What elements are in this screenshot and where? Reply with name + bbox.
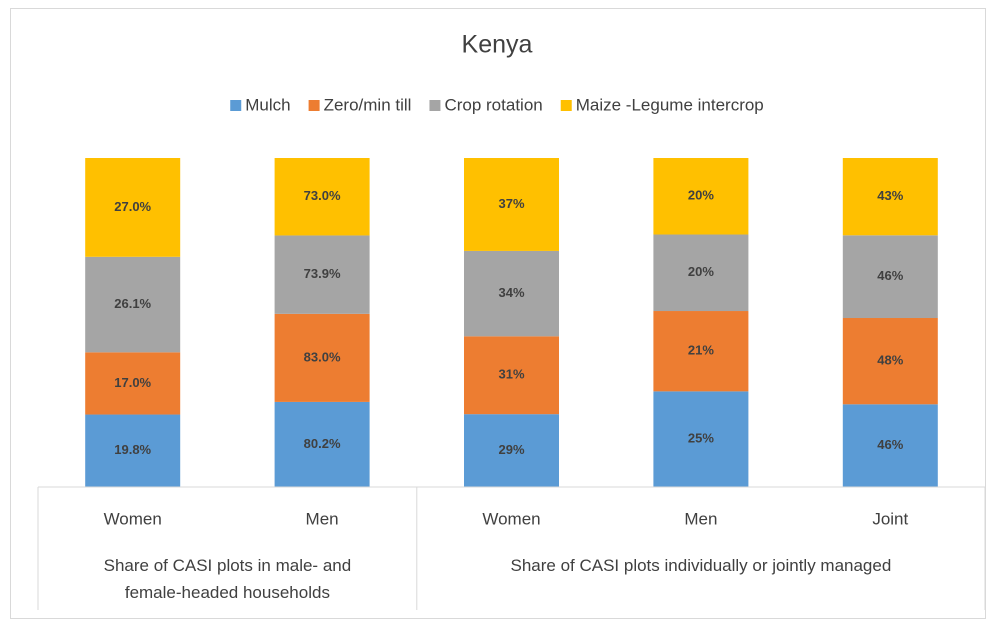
bar-segment [274,235,370,314]
data-label: 20% [688,188,714,203]
data-label: 83.0% [304,349,341,364]
data-label: 73.0% [304,188,341,203]
x-tick-label: Women [104,509,162,528]
legend-swatch [560,100,572,111]
data-label: 48% [877,353,903,368]
bar-segment [653,311,749,392]
data-label: 46% [877,437,903,452]
data-label: 25% [688,431,714,446]
bar-segment [842,318,938,405]
legend-label: Zero/min till [324,95,412,114]
bar-segment [653,391,749,487]
data-label: 27.0% [114,199,151,214]
data-label: 80.2% [304,436,341,451]
bar-segment [842,404,938,487]
legend-label: Mulch [245,95,290,114]
group-label: Share of CASI plots individually or join… [510,556,891,575]
data-label: 73.9% [304,266,341,281]
data-label: 31% [498,367,524,382]
data-label: 34% [498,285,524,300]
data-label: 20% [688,264,714,279]
bar-segment [653,234,749,312]
data-label: 46% [877,268,903,283]
bar-segment [464,250,559,337]
bar-segment [274,313,370,402]
bar-segment [464,158,559,251]
bar-segment [653,158,749,235]
x-tick-label: Joint [872,509,908,528]
bar-segment [274,401,370,487]
legend-label: Crop rotation [444,95,542,114]
bar-segment [464,336,559,415]
data-label: 26.1% [114,296,151,311]
bar-segment [85,256,181,353]
bar-segment [842,158,938,236]
bar-segment [85,414,181,487]
legend-swatch [230,100,242,111]
data-label: 43% [877,188,903,203]
data-label: 37% [498,196,524,211]
bar-segment [274,158,370,236]
bar-segment [85,158,181,257]
legend-label: Maize -Legume intercrop [576,95,764,114]
bar-segment [464,414,559,487]
bar-segment [85,352,181,415]
data-label: 21% [688,343,714,358]
data-label: 19.8% [114,442,151,457]
bar-segment [842,235,938,319]
x-tick-label: Men [306,509,339,528]
legend-swatch [308,100,320,111]
legend-swatch [429,100,441,111]
data-label: 17.0% [114,375,151,390]
data-label: 29% [498,442,524,457]
chart-title: Kenya [462,31,533,59]
x-tick-label: Men [684,509,717,528]
group-label: Share of CASI plots in male- and female-h… [104,556,352,602]
x-tick-label: Women [482,509,540,528]
